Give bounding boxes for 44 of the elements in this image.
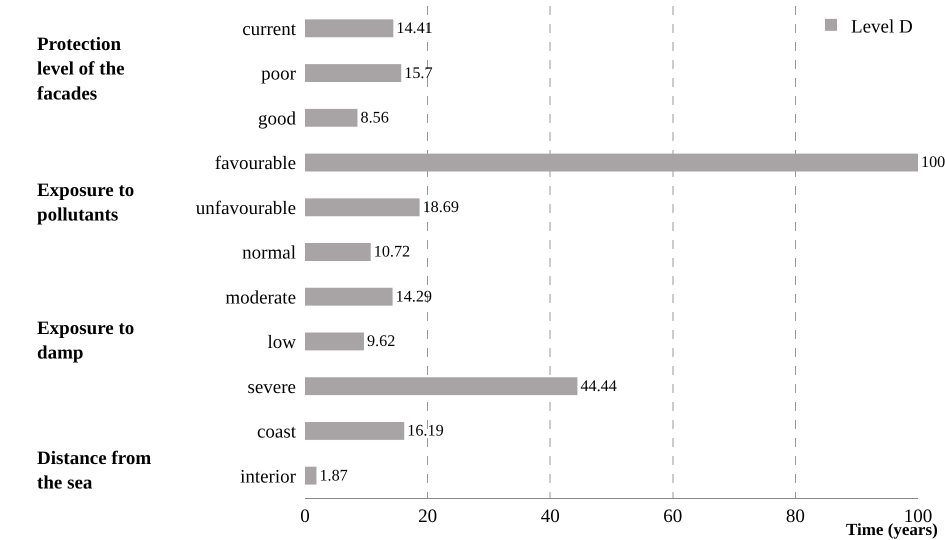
x-tick-label: 0 xyxy=(300,506,310,527)
y-tick-label: low xyxy=(268,332,296,354)
data-label: 100 xyxy=(921,154,945,172)
text: Exposure to damp xyxy=(37,318,134,364)
data-label: 14.29 xyxy=(396,288,432,306)
data-label: 10.72 xyxy=(374,242,410,261)
data-label: 44.44 xyxy=(580,378,617,395)
bar xyxy=(305,154,918,172)
bar xyxy=(305,19,394,38)
x-tick-label: 60 xyxy=(663,506,682,527)
bar xyxy=(305,198,420,216)
bar xyxy=(305,466,316,485)
bar xyxy=(305,288,393,306)
x-tick-label: 100 xyxy=(904,506,932,527)
data-label: 16.19 xyxy=(407,422,444,440)
legend-label: Level D xyxy=(851,16,913,38)
x-tick-label: 80 xyxy=(786,506,805,527)
y-tick-label: unfavourable xyxy=(196,198,296,219)
text: Protection level of the facades xyxy=(37,34,125,104)
bar xyxy=(305,243,371,261)
data-label: 18.69 xyxy=(422,198,459,216)
bar xyxy=(305,422,404,440)
data-label: 9.62 xyxy=(366,333,396,350)
x-tick-label: 40 xyxy=(540,506,560,527)
x-tick-label: 20 xyxy=(418,506,438,527)
y-tick-label: interior xyxy=(240,466,297,488)
data-label: 15.7 xyxy=(404,64,433,82)
data-label: 1.87 xyxy=(319,467,348,484)
y-tick-label: moderate xyxy=(225,287,296,308)
text: Exposure to pollutants xyxy=(37,180,134,226)
y-tick-label: severe xyxy=(247,376,296,398)
y-tick-label: favourable xyxy=(214,153,296,174)
y-tick-label: coast xyxy=(256,422,297,443)
y-tick-label: good xyxy=(258,108,296,130)
data-label: 14.41 xyxy=(396,20,433,38)
y-tick-label: poor xyxy=(261,64,297,85)
text: Distance from the sea xyxy=(37,448,152,494)
bar xyxy=(305,64,402,82)
y-tick-label: normal xyxy=(242,242,296,264)
data-label: 8.56 xyxy=(360,110,389,126)
y-tick-label: current xyxy=(242,19,297,40)
bar xyxy=(305,377,578,396)
bar xyxy=(305,332,364,350)
bar xyxy=(305,108,358,127)
